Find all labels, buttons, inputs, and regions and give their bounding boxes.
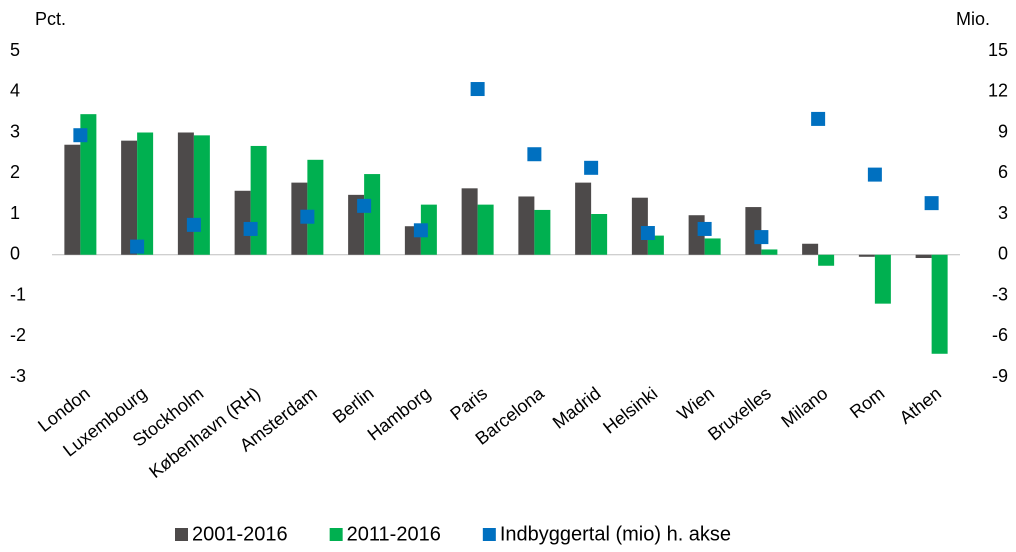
- bar: [818, 254, 835, 266]
- marker: [413, 223, 428, 238]
- bar: [534, 209, 551, 255]
- y-tick-label: -3: [10, 366, 26, 386]
- y-tick-label: 0: [10, 244, 20, 264]
- bar: [364, 174, 381, 255]
- bar: [80, 114, 97, 255]
- x-tick-label: Rom: [846, 383, 888, 422]
- legend-label: 2001-2016: [192, 523, 288, 545]
- bar: [874, 254, 891, 304]
- bar: [802, 243, 819, 255]
- x-tick-label: Paris: [446, 383, 491, 424]
- x-tick-label: Milano: [777, 383, 831, 431]
- x-tick-label: Madrid: [549, 383, 605, 433]
- marker: [867, 167, 882, 182]
- bar: [477, 204, 494, 255]
- y-tick-label: 2: [10, 162, 20, 182]
- bar: [631, 197, 648, 255]
- bar: [121, 140, 138, 255]
- bar: [915, 254, 932, 259]
- marker: [584, 160, 599, 175]
- bar: [591, 214, 608, 255]
- x-tick-label: Bruxelles: [704, 383, 775, 444]
- y-tick-label: -1: [10, 284, 26, 304]
- bar: [761, 249, 778, 255]
- x-tick-label: Hamborg: [364, 383, 435, 444]
- bar: [858, 254, 875, 257]
- legend-swatch: [329, 528, 343, 541]
- bar: [234, 190, 251, 255]
- legend-label: Indbyggertal (mio) h. akse: [500, 523, 731, 545]
- marker: [357, 198, 372, 213]
- x-tick-label: Berlin: [329, 383, 378, 427]
- legend-label: 2011-2016: [347, 523, 441, 545]
- legend-swatch: [175, 528, 188, 541]
- bar: [307, 159, 324, 255]
- bar: [250, 145, 267, 255]
- bar: [704, 238, 721, 255]
- bar: [64, 144, 81, 255]
- y2-tick-label: 12: [988, 81, 1008, 101]
- x-tick-label: Helsinki: [599, 383, 661, 438]
- y-tick-label: 3: [10, 121, 20, 141]
- marker: [186, 217, 201, 232]
- bar: [518, 196, 535, 255]
- legend-swatch: [482, 528, 496, 541]
- y2-tick-label: -9: [992, 366, 1008, 386]
- marker: [527, 147, 542, 162]
- y2-tick-label: 15: [988, 40, 1008, 60]
- bar: [931, 254, 948, 354]
- bar: [177, 132, 194, 255]
- y2-axis-label: Mio.: [956, 9, 990, 29]
- y-tick-label: 1: [10, 203, 20, 223]
- bar: [291, 182, 308, 255]
- x-tick-label: Athen: [896, 383, 945, 428]
- marker: [470, 82, 485, 97]
- y-tick-label: 4: [10, 81, 20, 101]
- bar: [420, 204, 437, 255]
- marker: [924, 196, 939, 211]
- y2-tick-label: 6: [998, 162, 1008, 182]
- marker: [130, 239, 145, 254]
- y2-tick-label: 3: [998, 203, 1008, 223]
- marker: [300, 209, 315, 224]
- bar: [575, 182, 592, 255]
- y-axis-label: Pct.: [35, 9, 66, 29]
- bar: [193, 135, 210, 255]
- x-tick-label: Wien: [673, 383, 718, 424]
- marker: [243, 221, 258, 236]
- y2-tick-label: -3: [992, 284, 1008, 304]
- marker: [697, 221, 712, 236]
- marker: [640, 226, 655, 241]
- y-tick-label: 5: [10, 40, 20, 60]
- y-tick-label: -2: [10, 325, 26, 345]
- marker: [73, 128, 88, 143]
- y2-tick-label: 9: [998, 121, 1008, 141]
- y2-tick-label: 0: [998, 244, 1008, 264]
- marker: [811, 111, 826, 126]
- y2-tick-label: -6: [992, 325, 1008, 345]
- bar: [461, 188, 478, 255]
- bar: [137, 132, 154, 255]
- bar: [647, 235, 664, 255]
- marker: [754, 230, 769, 245]
